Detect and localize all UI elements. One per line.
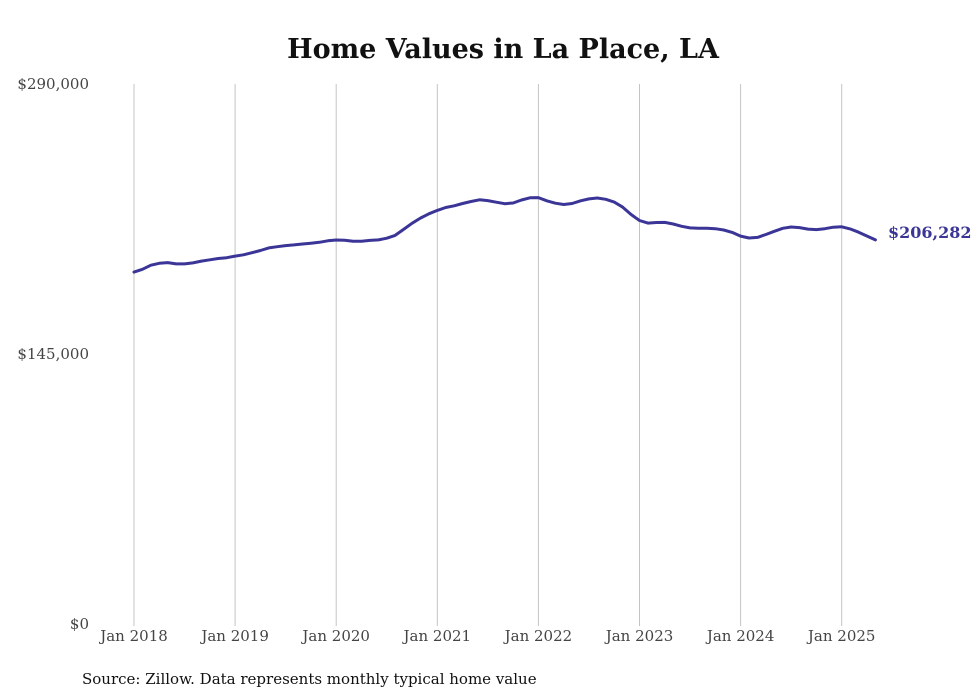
y-tick-label: $0	[70, 615, 89, 633]
gridlines	[133, 84, 843, 626]
x-tick-label: Jan 2025	[806, 627, 876, 645]
y-tick-label: $290,000	[17, 75, 89, 93]
y-tick-label: $145,000	[17, 345, 89, 363]
x-tick-label: Jan 2020	[300, 627, 370, 645]
y-axis: $290,000 $145,000 $0	[17, 75, 89, 633]
x-tick-label: Jan 2019	[199, 627, 269, 645]
chart-title: Home Values in La Place, LA	[287, 34, 720, 65]
x-tick-label: Jan 2022	[503, 627, 573, 645]
x-tick-label: Jan 2018	[98, 627, 168, 645]
x-tick-label: Jan 2023	[604, 627, 674, 645]
x-axis: Jan 2018 Jan 2019 Jan 2020 Jan 2021 Jan 2022…	[98, 627, 875, 645]
x-tick-label: Jan 2021	[402, 627, 472, 645]
series-line	[132, 196, 877, 274]
end-value-label: $206,282	[888, 223, 972, 242]
x-tick-label: Jan 2024	[705, 627, 775, 645]
source-note: Source: Zillow. Data represents monthly …	[82, 670, 537, 688]
